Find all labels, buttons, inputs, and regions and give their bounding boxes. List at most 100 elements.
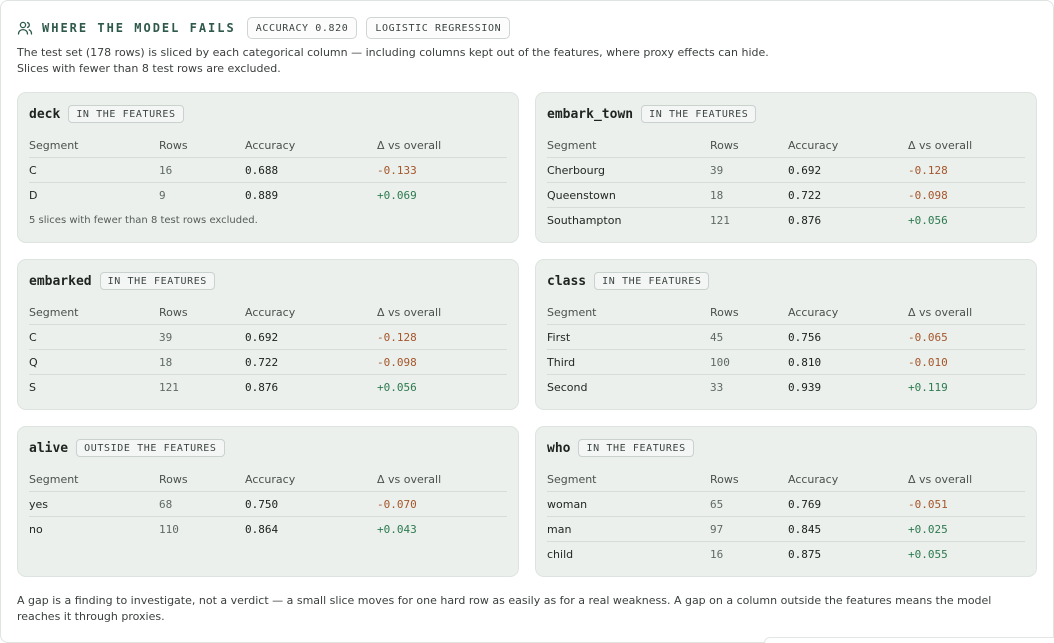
- header-accuracy: Accuracy: [245, 306, 296, 319]
- header-rows: Rows: [710, 473, 739, 486]
- header-rows: Rows: [710, 139, 739, 152]
- column-name: embarked: [29, 273, 92, 289]
- rows-cell: 33: [710, 381, 724, 394]
- feature-status-tag: IN THE FEATURES: [68, 105, 184, 123]
- segment-cell: yes: [29, 498, 49, 511]
- delta-cell: -0.098: [377, 356, 417, 369]
- slice-card-deck: deck IN THE FEATURES Segment Rows Accuracy Δ …: [17, 92, 519, 243]
- table-row: man 97 0.845 +0.025: [547, 517, 1025, 542]
- accuracy-cell: 0.692: [788, 164, 822, 177]
- segment-cell: S: [29, 381, 36, 394]
- table-header-row: Segment Rows Accuracy Δ vs overall: [547, 133, 1025, 158]
- accuracy-cell: 0.722: [245, 356, 279, 369]
- header-rows: Rows: [159, 306, 188, 319]
- segment-cell: D: [29, 189, 38, 202]
- card-header: embarked IN THE FEATURES: [29, 270, 215, 292]
- header-accuracy: Accuracy: [245, 473, 296, 486]
- column-name: deck: [29, 106, 61, 122]
- segment-cell: Southampton: [547, 214, 622, 227]
- intro-line-1: The test set (178 rows) is sliced by eac…: [17, 46, 769, 59]
- card-header: who IN THE FEATURES: [547, 437, 694, 459]
- header-accuracy: Accuracy: [788, 306, 839, 319]
- accuracy-cell: 0.750: [245, 498, 279, 511]
- rows-cell: 18: [159, 356, 173, 369]
- delta-cell: +0.069: [377, 189, 417, 202]
- accuracy-cell: 0.769: [788, 498, 822, 511]
- segment-cell: Second: [547, 381, 588, 394]
- accuracy-cell: 0.876: [245, 381, 279, 394]
- slice-table: Segment Rows Accuracy Δ vs overall yes 68 0.75…: [29, 467, 507, 542]
- table-row: Southampton 121 0.876 +0.056: [547, 208, 1025, 233]
- slice-table: Segment Rows Accuracy Δ vs overall woman 65 0.…: [547, 467, 1025, 567]
- accuracy-cell: 0.876: [788, 214, 822, 227]
- delta-cell: +0.055: [908, 548, 948, 561]
- table-header-row: Segment Rows Accuracy Δ vs overall: [29, 467, 507, 492]
- excluded-slices-note: 5 slices with fewer than 8 test rows exc…: [29, 215, 258, 226]
- slice-card-alive: alive OUTSIDE THE FEATURES Segment Rows Accu…: [17, 426, 519, 577]
- header-accuracy: Accuracy: [788, 473, 839, 486]
- panel-title: WHERE THE MODEL FAILS: [42, 21, 236, 35]
- intro-text: The test set (178 rows) is sliced by eac…: [17, 45, 1037, 77]
- card-header: class IN THE FEATURES: [547, 270, 710, 292]
- header-segment: Segment: [547, 306, 597, 319]
- card-header: embark_town IN THE FEATURES: [547, 103, 757, 125]
- rows-cell: 110: [159, 523, 179, 536]
- header-delta: Δ vs overall: [377, 306, 442, 319]
- accuracy-cell: 0.889: [245, 189, 279, 202]
- table-row: yes 68 0.750 -0.070: [29, 492, 507, 517]
- panel-header: WHERE THE MODEL FAILS ACCURACY 0.820 LOG…: [17, 16, 511, 40]
- segment-cell: Cherbourg: [547, 164, 605, 177]
- table-row: no 110 0.864 +0.043: [29, 517, 507, 542]
- feature-status-tag: OUTSIDE THE FEATURES: [76, 439, 225, 457]
- rows-cell: 68: [159, 498, 173, 511]
- header-segment: Segment: [29, 473, 79, 486]
- rows-cell: 18: [710, 189, 724, 202]
- accuracy-cell: 0.688: [245, 164, 279, 177]
- segment-cell: child: [547, 548, 574, 561]
- table-row: child 16 0.875 +0.055: [547, 542, 1025, 567]
- slice-table: Segment Rows Accuracy Δ vs overall First 45 0.…: [547, 300, 1025, 400]
- table-row: C 39 0.692 -0.128: [29, 325, 507, 350]
- feature-status-tag: IN THE FEATURES: [641, 105, 757, 123]
- header-segment: Segment: [547, 473, 597, 486]
- accuracy-cell: 0.756: [788, 331, 822, 344]
- feature-status-tag: IN THE FEATURES: [578, 439, 694, 457]
- header-segment: Segment: [29, 139, 79, 152]
- delta-cell: -0.098: [908, 189, 948, 202]
- table-header-row: Segment Rows Accuracy Δ vs overall: [547, 300, 1025, 325]
- header-rows: Rows: [159, 139, 188, 152]
- rows-cell: 16: [710, 548, 724, 561]
- rows-cell: 39: [710, 164, 724, 177]
- table-row: First 45 0.756 -0.065: [547, 325, 1025, 350]
- slice-card-who: who IN THE FEATURES Segment Rows Accuracy Δ v…: [535, 426, 1037, 577]
- table-row: woman 65 0.769 -0.051: [547, 492, 1025, 517]
- column-name: embark_town: [547, 106, 634, 122]
- slice-table: Segment Rows Accuracy Δ vs overall C 16 0.688 -…: [29, 133, 507, 208]
- segment-cell: woman: [547, 498, 588, 511]
- segment-cell: C: [29, 331, 37, 344]
- segment-cell: Q: [29, 356, 38, 369]
- delta-cell: -0.128: [377, 331, 417, 344]
- table-header-row: Segment Rows Accuracy Δ vs overall: [29, 133, 507, 158]
- header-accuracy: Accuracy: [788, 139, 839, 152]
- header-delta: Δ vs overall: [908, 473, 973, 486]
- table-header-row: Segment Rows Accuracy Δ vs overall: [547, 467, 1025, 492]
- header-delta: Δ vs overall: [377, 139, 442, 152]
- slice-table: Segment Rows Accuracy Δ vs overall Cherbourg…: [547, 133, 1025, 233]
- slice-card-class: class IN THE FEATURES Segment Rows Accuracy Δ…: [535, 259, 1037, 410]
- intro-line-2: Slices with fewer than 8 test rows are e…: [17, 62, 281, 75]
- card-header: alive OUTSIDE THE FEATURES: [29, 437, 225, 459]
- slice-table: Segment Rows Accuracy Δ vs overall C 39 0.692 -…: [29, 300, 507, 400]
- segment-cell: Queenstown: [547, 189, 616, 202]
- resize-corner: [764, 637, 1054, 643]
- rows-cell: 97: [710, 523, 724, 536]
- feature-status-tag: IN THE FEATURES: [99, 272, 215, 290]
- header-delta: Δ vs overall: [908, 306, 973, 319]
- rows-cell: 45: [710, 331, 724, 344]
- rows-cell: 65: [710, 498, 724, 511]
- delta-cell: -0.070: [377, 498, 417, 511]
- header-segment: Segment: [547, 139, 597, 152]
- delta-cell: +0.025: [908, 523, 948, 536]
- table-row: C 16 0.688 -0.133: [29, 158, 507, 183]
- accuracy-cell: 0.692: [245, 331, 279, 344]
